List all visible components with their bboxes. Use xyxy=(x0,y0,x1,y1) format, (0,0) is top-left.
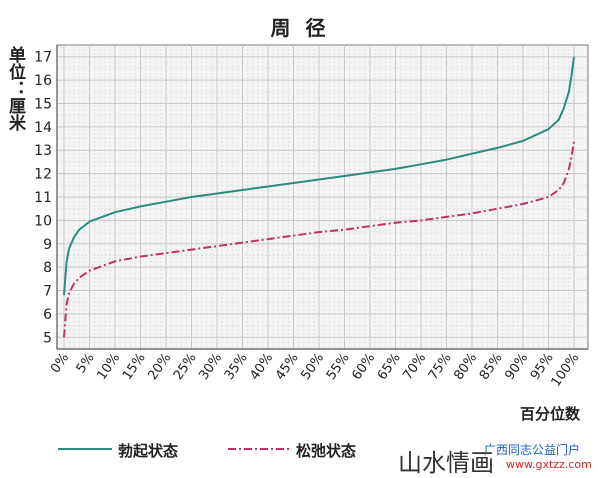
y-tick-labels: 5 6 7 8 9 10 11 12 13 14 15 16 17 xyxy=(34,50,52,347)
watermark-url: www.gxtzz.com xyxy=(506,458,592,471)
grid xyxy=(56,44,589,350)
legend-label-erect: 勃起状态 xyxy=(118,442,179,460)
y-tick-label: 7 xyxy=(43,284,52,300)
y-tick-label: 8 xyxy=(43,260,52,276)
x-tick-label: 85% xyxy=(477,351,506,383)
x-tick-label: 40% xyxy=(247,351,276,383)
x-tick-labels: 0% 5%10%15%20%25%30%35%40%45%50%55%60%65%… xyxy=(48,351,582,390)
x-tick-label: 50% xyxy=(298,351,327,383)
series-line-flaccid xyxy=(63,140,575,338)
y-tick-label: 14 xyxy=(34,120,52,136)
series-line-erect xyxy=(63,56,575,296)
y-tick-label: 16 xyxy=(34,73,52,89)
x-axis-label: 百分位数 xyxy=(519,405,580,423)
series-lines xyxy=(63,56,575,338)
x-tick-label: 60% xyxy=(349,351,378,383)
x-tick-label: 90% xyxy=(502,351,531,383)
x-tick-label: 55% xyxy=(324,351,353,383)
y-tick-label: 17 xyxy=(34,50,52,66)
watermark-name: 山水情画 xyxy=(398,449,494,477)
x-tick-label: 15% xyxy=(120,351,149,383)
chart-title: 周 径 xyxy=(270,16,330,40)
y-tick-label: 11 xyxy=(34,190,52,206)
x-tick-label: 100% xyxy=(549,351,583,390)
x-tick-label: 75% xyxy=(426,351,455,383)
x-tick-label: 5% xyxy=(74,351,98,376)
y-tick-label: 6 xyxy=(43,307,52,323)
x-tick-label: 30% xyxy=(196,351,225,383)
x-tick-label: 0% xyxy=(48,351,72,376)
legend-label-flaccid: 松弛状态 xyxy=(296,442,357,460)
x-tick-label: 10% xyxy=(94,351,123,383)
y-tick-label: 12 xyxy=(34,167,52,183)
x-tick-label: 35% xyxy=(222,351,251,383)
watermark-site: 广西同志公益门户 xyxy=(484,443,581,457)
x-tick-label: 70% xyxy=(400,351,429,383)
y-axis-label: 单位：厘米 xyxy=(5,46,25,131)
x-tick-label: 25% xyxy=(171,351,200,383)
y-tick-label: 10 xyxy=(34,213,52,229)
x-tick-label: 45% xyxy=(273,351,302,383)
y-tick-label: 13 xyxy=(34,143,52,159)
y-tick-label: 9 xyxy=(43,237,52,253)
x-tick-label: 20% xyxy=(145,351,174,383)
y-tick-label: 5 xyxy=(43,330,52,346)
x-tick-label: 80% xyxy=(451,351,480,383)
x-tick-label: 65% xyxy=(375,351,404,383)
y-tick-label: 15 xyxy=(34,96,52,112)
